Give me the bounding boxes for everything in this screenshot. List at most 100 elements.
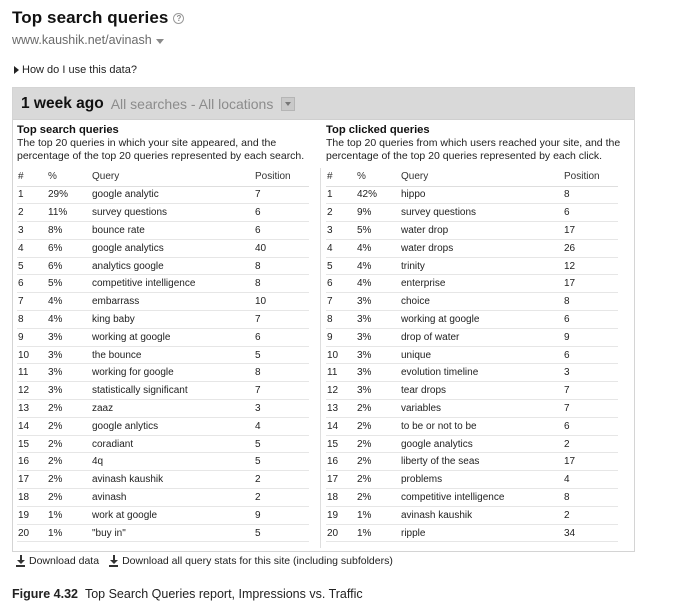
download-data-link[interactable]: Download data — [16, 555, 99, 567]
query-link[interactable]: enterprise — [401, 274, 564, 294]
download-all-link[interactable]: Download all query stats for this site (… — [109, 555, 393, 567]
query-link[interactable]: the bounce — [92, 346, 255, 365]
search-queries-table: # % Query Position 1 29% google analytic 7 2… — [17, 167, 309, 543]
table-row: 9 3% drop of water 9 — [326, 328, 618, 347]
query-link[interactable]: liberty of the seas — [401, 452, 564, 472]
query-link[interactable]: avinash kaushik — [401, 506, 564, 525]
col-header-position[interactable]: Position — [564, 167, 618, 187]
query-link[interactable]: problems — [401, 470, 564, 490]
rank-cell: 20 — [17, 524, 48, 543]
query-link[interactable]: working at google — [92, 328, 255, 347]
col-header-rank[interactable]: # — [326, 167, 357, 187]
query-link[interactable]: bounce rate — [92, 221, 255, 240]
query-link[interactable]: working at google — [401, 310, 564, 329]
query-link[interactable]: google anlytics — [92, 417, 255, 436]
percent-cell: 3% — [48, 328, 92, 347]
percent-cell: 3% — [357, 346, 401, 365]
rank-cell: 19 — [326, 506, 357, 525]
table-row: 15 2% coradiant 5 — [17, 435, 309, 454]
percent-cell: 3% — [357, 328, 401, 347]
query-link[interactable]: choice — [401, 292, 564, 312]
table-row: 20 1% ripple 34 — [326, 524, 618, 543]
query-link[interactable]: survey questions — [92, 203, 255, 223]
top-clicked-queries-section: Top clicked queries The top 20 queries f… — [326, 124, 620, 543]
position-cell: 40 — [255, 239, 309, 258]
query-link[interactable]: competitive intelligence — [401, 488, 564, 507]
rank-cell: 1 — [17, 186, 48, 205]
position-cell: 17 — [564, 274, 618, 294]
query-link[interactable]: trinity — [401, 257, 564, 276]
rank-cell: 5 — [326, 257, 357, 276]
position-cell: 7 — [564, 381, 618, 401]
query-link[interactable]: ripple — [401, 524, 564, 543]
query-link[interactable]: competitive intelligence — [92, 274, 255, 294]
query-link[interactable]: avinash kaushik — [92, 470, 255, 490]
rank-cell: 4 — [326, 239, 357, 258]
table-row: 11 3% working for google 8 — [17, 363, 309, 383]
scope-label[interactable]: All searches - All locations — [110, 95, 274, 112]
rank-cell: 7 — [326, 292, 357, 312]
download-data-label[interactable]: Download data — [29, 555, 100, 567]
col-header-query[interactable]: Query — [401, 167, 564, 187]
col-header-percent[interactable]: % — [357, 167, 401, 187]
query-link[interactable]: 4q — [92, 452, 255, 472]
position-cell: 6 — [564, 346, 618, 365]
percent-cell: 1% — [48, 506, 92, 525]
percent-cell: 3% — [48, 363, 92, 383]
query-link[interactable]: water drop — [401, 221, 564, 240]
position-cell: 26 — [564, 239, 618, 258]
query-link[interactable]: variables — [401, 399, 564, 418]
query-link[interactable]: embarrass — [92, 292, 255, 312]
site-url[interactable]: www.kaushik.net/avinash — [12, 33, 152, 47]
percent-cell: 2% — [48, 452, 92, 472]
query-link[interactable]: zaaz — [92, 399, 255, 418]
query-link[interactable]: work at google — [92, 506, 255, 525]
scope-dropdown-button[interactable] — [281, 96, 296, 111]
percent-cell: 3% — [357, 381, 401, 401]
query-link[interactable]: king baby — [92, 310, 255, 329]
query-link[interactable]: tear drops — [401, 381, 564, 401]
query-link[interactable]: analytics google — [92, 257, 255, 276]
col-header-rank[interactable]: # — [17, 167, 48, 187]
table-row: 18 2% competitive intelligence 8 — [326, 488, 618, 507]
query-link[interactable]: google analytics — [401, 435, 564, 454]
column-divider — [320, 168, 321, 548]
query-link[interactable]: "buy in" — [92, 524, 255, 543]
how-to-label[interactable]: How do I use this data? — [22, 64, 137, 76]
rank-cell: 14 — [17, 417, 48, 436]
query-link[interactable]: google analytics — [92, 239, 255, 258]
position-cell: 17 — [564, 221, 618, 240]
percent-cell: 3% — [48, 346, 92, 365]
percent-cell: 8% — [48, 221, 92, 240]
query-link[interactable]: unique — [401, 346, 564, 365]
table-row: 19 1% work at google 9 — [17, 506, 309, 525]
query-link[interactable]: hippo — [401, 186, 564, 205]
query-link[interactable]: coradiant — [92, 435, 255, 454]
query-link[interactable]: google analytic — [92, 186, 255, 205]
chevron-down-icon[interactable] — [155, 38, 164, 44]
how-to-link[interactable]: How do I use this data? — [14, 64, 137, 76]
position-cell: 7 — [255, 310, 309, 329]
query-link[interactable]: water drops — [401, 239, 564, 258]
query-link[interactable]: working for google — [92, 363, 255, 383]
rank-cell: 8 — [17, 310, 48, 329]
query-link[interactable]: statistically significant — [92, 381, 255, 401]
table-row: 5 6% analytics google 8 — [17, 257, 309, 276]
query-link[interactable]: avinash — [92, 488, 255, 507]
col-header-percent[interactable]: % — [48, 167, 92, 187]
query-link[interactable]: evolution timeline — [401, 363, 564, 383]
table-row: 11 3% evolution timeline 3 — [326, 363, 618, 383]
position-cell: 8 — [255, 274, 309, 294]
query-link[interactable]: to be or not to be — [401, 417, 564, 436]
site-selector[interactable]: www.kaushik.net/avinash — [12, 33, 164, 47]
query-link[interactable]: survey questions — [401, 203, 564, 223]
rank-cell: 4 — [17, 239, 48, 258]
rank-cell: 15 — [326, 435, 357, 454]
table-row: 16 2% liberty of the seas 17 — [326, 452, 618, 472]
col-header-position[interactable]: Position — [255, 167, 309, 187]
percent-cell: 3% — [357, 292, 401, 312]
question-icon[interactable]: ? — [173, 12, 185, 24]
query-link[interactable]: drop of water — [401, 328, 564, 347]
download-all-label[interactable]: Download all query stats for this site (… — [122, 555, 393, 567]
col-header-query[interactable]: Query — [92, 167, 255, 187]
